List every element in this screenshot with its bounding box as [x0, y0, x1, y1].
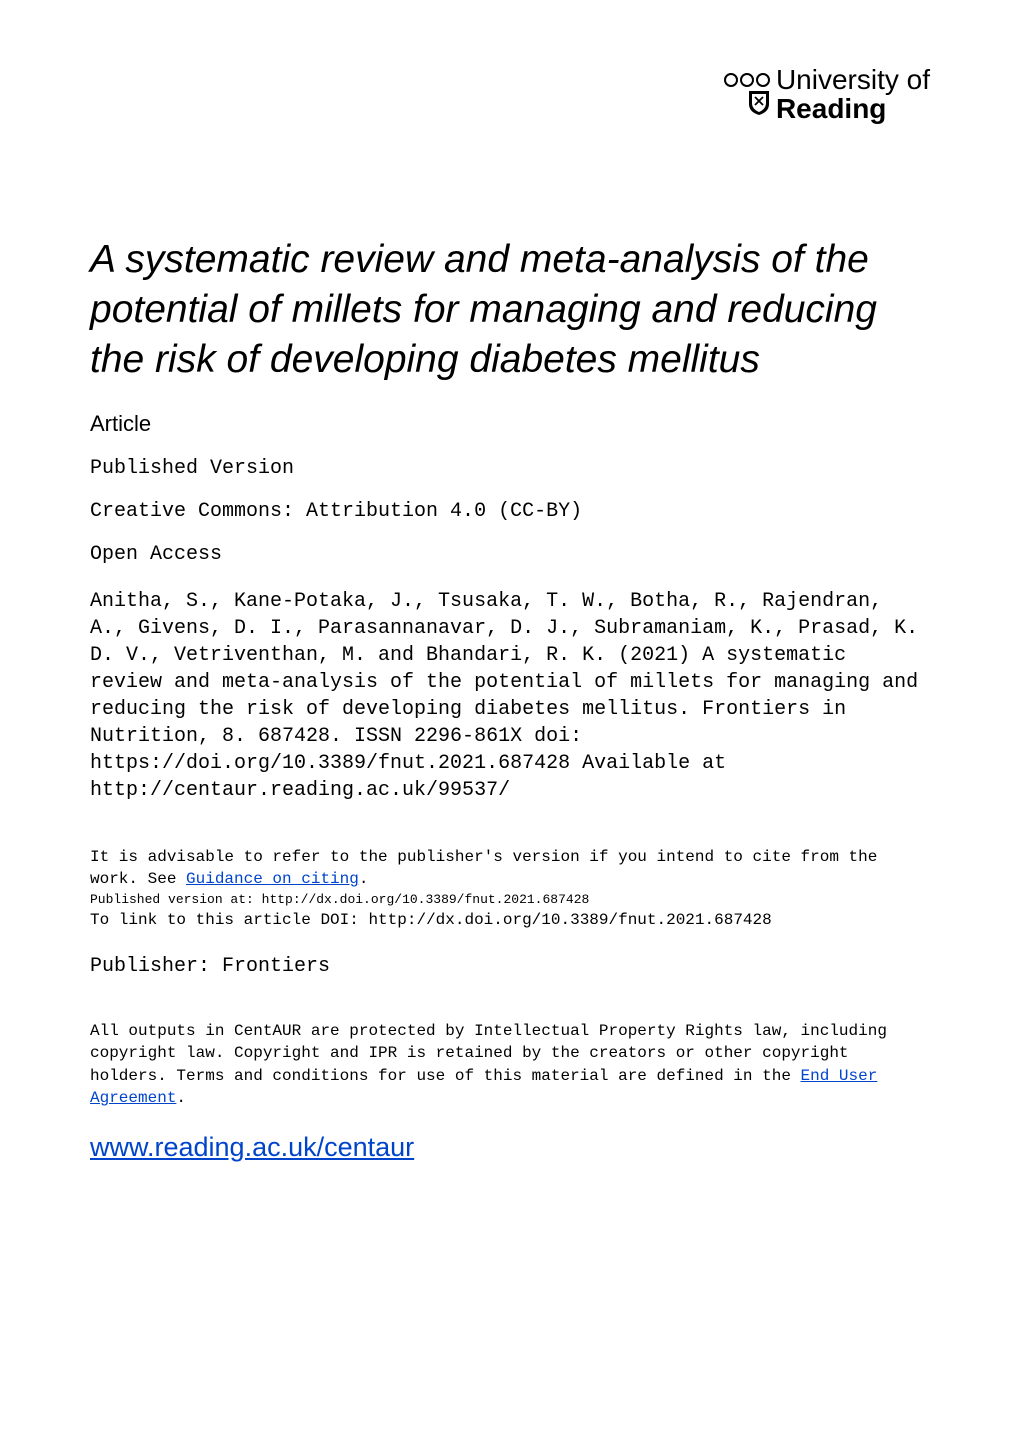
page-title: A systematic review and meta-analysis of…	[90, 235, 930, 385]
logo-circle-icon	[756, 73, 770, 87]
logo-text: University of Reading	[776, 65, 930, 124]
doi-label: To link to this article DOI:	[90, 911, 368, 929]
doi-link-line: To link to this article DOI: http://dx.d…	[90, 909, 930, 931]
logo-circle-icon	[740, 73, 754, 87]
doi-url: http://dx.doi.org/10.3389/fnut.2021.6874…	[368, 911, 771, 929]
guidance-suffix: .	[359, 870, 369, 888]
rights-block: All outputs in CentAUR are protected by …	[90, 1020, 930, 1110]
logo-circle-icon	[724, 73, 738, 87]
university-logo: University of Reading	[724, 65, 930, 124]
license-label: Creative Commons: Attribution 4.0 (CC-BY…	[90, 500, 930, 523]
logo-mark	[724, 73, 770, 116]
logo-text-line1: University of	[776, 65, 930, 94]
logo-text-line2: Reading	[776, 94, 930, 123]
publisher-name: Frontiers	[222, 955, 330, 978]
access-label: Open Access	[90, 543, 930, 566]
citation-text: Anitha, S., Kane-Potaka, J., Tsusaka, T.…	[90, 588, 930, 804]
guidance-block: It is advisable to refer to the publishe…	[90, 846, 930, 931]
published-at-url: http://dx.doi.org/10.3389/fnut.2021.6874…	[262, 892, 590, 907]
publisher-label: Publisher:	[90, 955, 222, 978]
rights-suffix: .	[176, 1089, 186, 1107]
article-type-label: Article	[90, 411, 930, 437]
rights-text: All outputs in CentAUR are protected by …	[90, 1022, 887, 1085]
published-version-line: Published version at: http://dx.doi.org/…	[90, 891, 930, 909]
guidance-link[interactable]: Guidance on citing	[186, 870, 359, 888]
logo-circles	[724, 73, 770, 87]
publisher-line: Publisher: Frontiers	[90, 955, 930, 978]
shield-icon	[748, 90, 770, 116]
centaur-link[interactable]: www.reading.ac.uk/centaur	[90, 1132, 930, 1163]
published-at-label: Published version at:	[90, 892, 262, 907]
version-label: Published Version	[90, 457, 930, 480]
